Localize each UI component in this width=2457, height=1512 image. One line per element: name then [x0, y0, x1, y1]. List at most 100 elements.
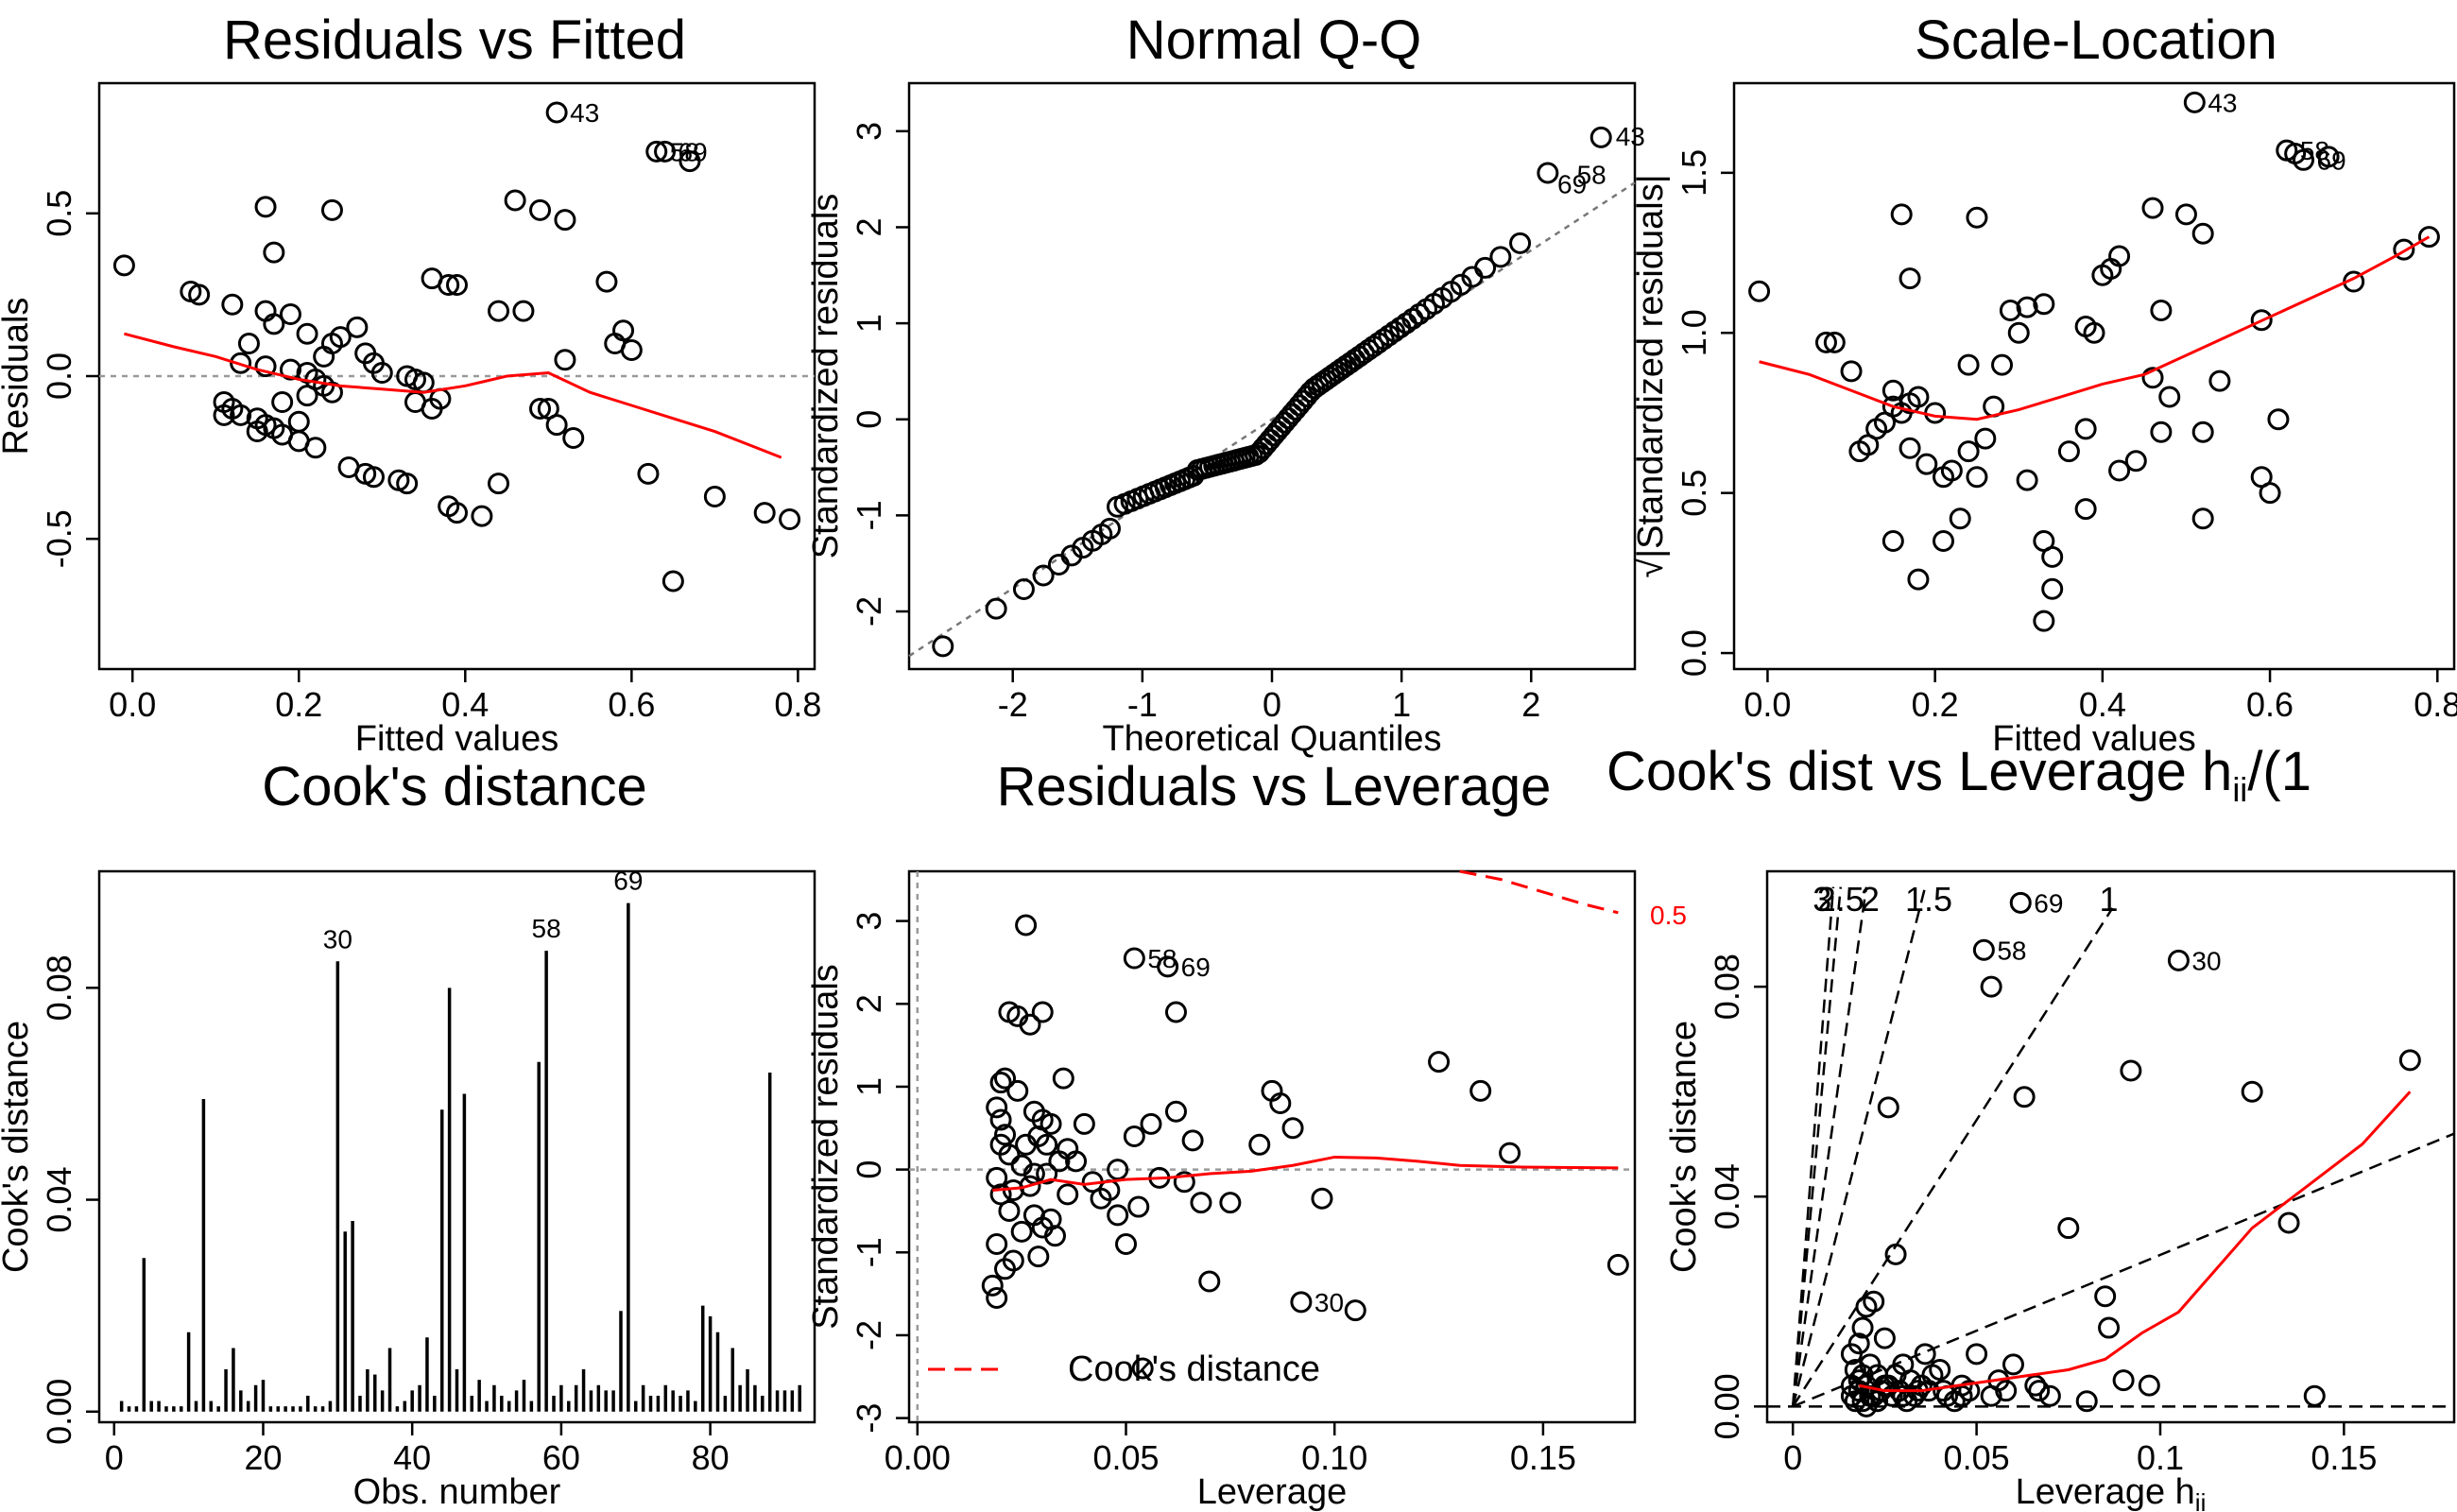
x-axis-label: Theoretical Quantiles — [1102, 719, 1441, 759]
x-tick-label: 0.8 — [2414, 685, 2457, 724]
contour-label: 3 — [1813, 880, 1831, 919]
y-axis-label: √|Standardized residuals| — [1631, 174, 1671, 577]
data-point — [1107, 1159, 1129, 1181]
contour-label: 0.5 — [1650, 901, 1687, 930]
x-tick-label: 0.2 — [275, 685, 322, 724]
point-label: 58 — [1577, 161, 1606, 190]
data-point — [1914, 1343, 1936, 1366]
data-point — [2191, 222, 2214, 245]
data-point — [2075, 1390, 2098, 1413]
data-point — [2138, 1374, 2160, 1397]
data-point — [2028, 1380, 2051, 1402]
data-point — [2112, 1369, 2135, 1392]
data-point — [612, 319, 635, 342]
data-point — [2150, 421, 2173, 443]
data-point — [1877, 1096, 1899, 1119]
data-point — [488, 300, 510, 322]
data-point — [1428, 1051, 1451, 1074]
point-label: 69 — [679, 137, 708, 166]
data-point — [370, 362, 393, 385]
data-point — [2016, 296, 2038, 318]
data-point — [396, 472, 419, 495]
data-point — [2183, 91, 2206, 113]
y-tick-label: -1 — [850, 1237, 888, 1267]
data-point — [1198, 1270, 1221, 1293]
data-point — [529, 198, 552, 221]
data-point — [2141, 197, 2164, 219]
data-point — [1123, 947, 1145, 970]
data-point — [1474, 256, 1497, 279]
panel-title: Cook's distance — [262, 756, 647, 817]
data-point — [981, 1274, 1004, 1297]
panel-title: Normal Q-Q — [1126, 9, 1422, 71]
data-point — [2100, 258, 2122, 281]
contour-label: 1 — [2100, 880, 2119, 919]
data-point — [1949, 507, 1971, 530]
data-point — [1245, 443, 1267, 466]
y-tick-label: 1 — [850, 1077, 888, 1096]
data-point — [1499, 1142, 1521, 1164]
data-point — [2033, 610, 2055, 632]
data-point — [488, 472, 510, 495]
data-point — [1940, 459, 1963, 482]
x-tick-label: 0.1 — [2137, 1438, 2184, 1477]
smooth-line — [1858, 1091, 2412, 1393]
data-point — [2150, 300, 2173, 322]
data-point — [2013, 1086, 2036, 1108]
data-point — [1131, 1357, 1154, 1380]
x-tick-label: 0.6 — [2246, 685, 2294, 724]
x-tick-label: 0 — [105, 1438, 124, 1477]
contour-line — [1791, 886, 1835, 1407]
data-point — [1127, 1195, 1150, 1218]
data-point — [779, 508, 801, 531]
data-point — [989, 1133, 1012, 1156]
panel-residuals-vs-fitted: Residuals vs Fitted 0.0 0.2 0.4 0.6 0.8 -0.5 0… — [0, 9, 821, 759]
point-label: 30 — [2191, 946, 2221, 975]
data-point — [1002, 1249, 1024, 1272]
data-point — [2293, 148, 2315, 171]
y-tick-label: -2 — [850, 596, 888, 627]
data-point — [1881, 379, 1904, 402]
data-point — [346, 316, 369, 338]
data-point — [2241, 1080, 2263, 1103]
y-tick-label: 0.00 — [40, 1379, 78, 1445]
data-point — [2250, 309, 2273, 332]
data-point — [2057, 440, 2080, 463]
contour-label: 2.5 — [1817, 880, 1864, 919]
y-axis-label: Standardized residuals — [806, 964, 846, 1330]
data-point — [1281, 1117, 1304, 1140]
data-point — [1980, 1384, 2002, 1407]
smooth-line — [992, 1155, 1619, 1193]
data-point — [1916, 453, 1938, 475]
data-point — [1950, 1384, 1973, 1407]
smooth-line — [1759, 235, 2431, 421]
legend-label: Cook's distance — [1068, 1349, 1320, 1389]
y-tick-label: 2 — [850, 217, 888, 236]
y-tick-label: 0.0 — [40, 352, 78, 400]
data-point — [237, 333, 260, 355]
data-point — [2317, 146, 2340, 168]
data-point — [1489, 246, 1512, 268]
data-point — [654, 140, 677, 163]
reference-line — [908, 181, 1636, 658]
data-point — [279, 303, 301, 326]
data-point — [679, 150, 701, 173]
point-label: 58 — [670, 137, 699, 166]
data-point — [1509, 232, 1532, 254]
data-point — [279, 358, 301, 381]
data-point — [1966, 206, 1988, 229]
data-point — [1048, 1150, 1071, 1173]
data-point — [1248, 1133, 1271, 1156]
y-tick-label: 0.08 — [1708, 954, 1746, 1020]
y-axis-label: Standardized residuals — [806, 194, 846, 559]
y-tick-label: 0.04 — [40, 1167, 78, 1233]
data-point — [1157, 955, 1179, 978]
data-point — [1047, 553, 1070, 576]
data-point — [620, 338, 643, 361]
data-point — [1290, 1291, 1313, 1314]
data-point — [263, 241, 285, 264]
x-tick-label: 0.2 — [1912, 685, 1959, 724]
data-point — [320, 198, 343, 221]
x-axis-label: Leverage — [1197, 1472, 1347, 1512]
